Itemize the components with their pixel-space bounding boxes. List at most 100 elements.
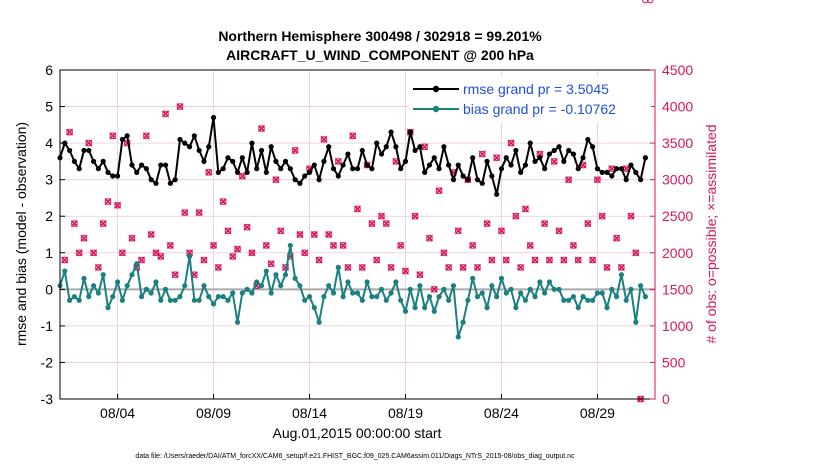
bias-point — [321, 294, 327, 300]
rmse-point — [206, 144, 212, 150]
obs-possible-marker — [440, 249, 448, 257]
rmse-point — [590, 144, 596, 150]
rmse-point — [350, 166, 356, 172]
rmse-point — [71, 158, 77, 164]
bias-point — [220, 294, 226, 300]
obs-assimilated-marker — [272, 176, 280, 184]
rmse-point — [249, 140, 255, 146]
bias-point — [110, 294, 116, 300]
obs-possible-marker — [176, 103, 184, 110]
bias-point — [258, 283, 265, 289]
bias-point — [129, 272, 135, 278]
obs-assimilated-marker — [401, 267, 410, 275]
rmse-point — [201, 158, 207, 164]
bias-point — [498, 275, 505, 281]
bias-point — [186, 253, 193, 260]
obs-possible-marker — [493, 154, 500, 162]
obs-assimilated-marker — [526, 241, 534, 250]
obs-assimilated-marker — [584, 219, 592, 228]
obs-assimilated-marker — [301, 249, 309, 257]
obs-possible-marker — [378, 212, 385, 220]
obs-assimilated-marker — [262, 241, 270, 250]
obs-possible-marker — [411, 212, 419, 220]
y-left-tick-label: 5 — [45, 99, 53, 115]
obs-assimilated-marker — [267, 260, 275, 268]
obs-possible-marker — [215, 264, 222, 271]
bias-point — [590, 297, 596, 303]
obs-possible-marker — [498, 227, 505, 235]
obs-assimilated-marker — [493, 154, 501, 162]
obs-assimilated-marker — [445, 263, 453, 271]
legend: rmse grand pr = 3.5045 bias grand pr = -… — [408, 76, 651, 122]
rmse-point — [196, 147, 202, 154]
bias-point — [364, 279, 370, 285]
bias-point — [282, 272, 289, 278]
rmse-point — [172, 177, 178, 183]
obs-possible-marker — [594, 176, 601, 183]
rmse-point — [234, 169, 241, 175]
bias-point — [340, 294, 346, 300]
bias-point — [119, 297, 125, 303]
obs-assimilated-marker — [339, 241, 347, 250]
obs-assimilated-marker — [80, 234, 88, 242]
y-axis-right-label: # of obs: o=possible; ×=assimilated — [703, 124, 719, 343]
obs-assimilated-marker — [502, 256, 510, 264]
obs-possible-marker — [291, 147, 299, 154]
bias-point — [158, 297, 164, 303]
obs-assimilated-marker — [128, 234, 136, 242]
y-right-tick-label: 4500 — [662, 62, 693, 78]
rmse-point — [388, 129, 394, 135]
obs-possible-marker — [584, 220, 592, 227]
obs-assimilated-marker — [99, 219, 107, 228]
obs-assimilated-marker — [334, 157, 342, 165]
rmse-point — [124, 133, 130, 139]
rmse-point — [594, 166, 601, 172]
bias-point — [484, 305, 490, 311]
bias-point — [326, 283, 332, 289]
rmse-point — [287, 166, 293, 172]
obs-assimilated-marker — [608, 165, 616, 173]
rmse-point — [254, 166, 260, 172]
legend-rmse-marker — [432, 85, 440, 93]
obs-assimilated-marker — [483, 219, 491, 228]
obs-assimilated-marker — [138, 256, 146, 264]
obs-assimilated-marker — [325, 230, 333, 239]
bias-point — [474, 294, 481, 300]
obs-assimilated-marker — [555, 227, 563, 235]
obs-assimilated-marker — [565, 176, 573, 184]
obs-assimilated-marker — [257, 124, 266, 133]
obs-assimilated-marker — [550, 157, 558, 165]
x-tick-label: 08/19 — [388, 405, 423, 421]
obs-assimilated-marker — [349, 132, 357, 140]
obs-assimilated-marker — [200, 256, 208, 264]
chart-subtitle: AIRCRAFT_U_WIND_COMPONENT @ 200 hPa — [226, 47, 534, 63]
rmse-point — [76, 166, 82, 172]
bias-point — [566, 297, 572, 303]
bias-point — [489, 283, 495, 289]
rmse-point — [580, 155, 586, 161]
rmse-point — [532, 158, 538, 164]
rmse-point — [484, 158, 490, 164]
obs-assimilated-marker — [473, 263, 482, 271]
rmse-point — [508, 162, 514, 168]
bias-point — [642, 294, 649, 300]
rmse-point — [330, 166, 337, 172]
obs-assimilated-marker — [617, 263, 625, 271]
obs-possible-marker — [330, 242, 337, 249]
obs-possible-marker — [474, 264, 481, 271]
obs-assimilated-marker — [454, 227, 462, 235]
rmse-point — [316, 177, 322, 183]
rmse-point — [446, 162, 452, 168]
bias-point — [182, 283, 188, 289]
bias-point — [585, 297, 591, 303]
rmse-point — [95, 166, 101, 172]
obs-assimilated-marker — [166, 241, 174, 250]
obs-assimilated-marker — [291, 146, 299, 154]
y-left-tick-label: -1 — [41, 318, 54, 334]
bias-point — [278, 283, 284, 289]
obs-possible-marker — [80, 234, 88, 242]
bias-point — [618, 272, 625, 278]
obs-possible-marker — [354, 205, 361, 213]
bias-point — [479, 290, 485, 296]
rmse-point — [100, 158, 106, 164]
